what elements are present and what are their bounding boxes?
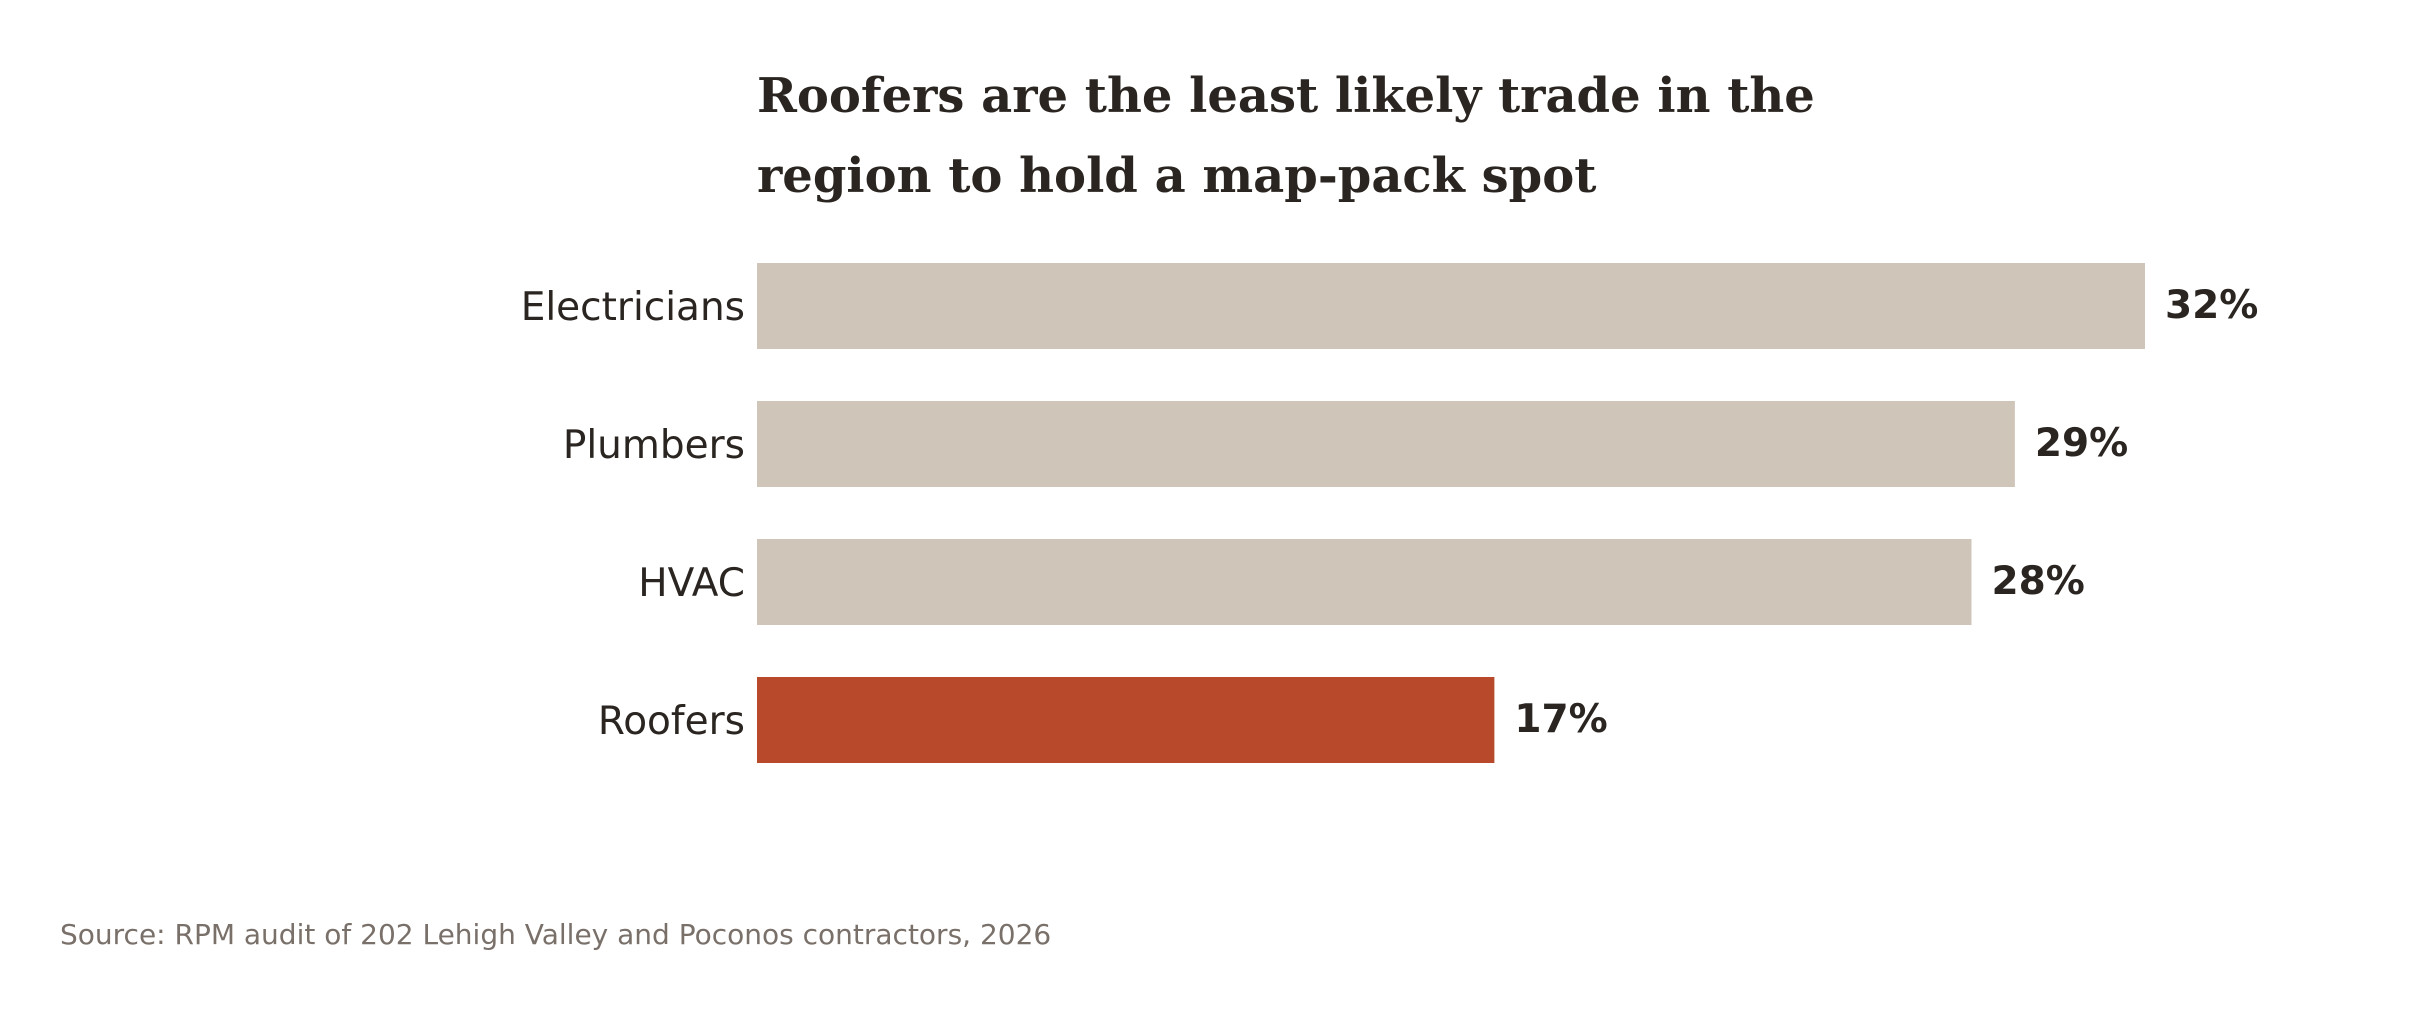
bar-row-electricians: Electricians 32% — [521, 263, 2258, 349]
category-label-hvac: HVAC — [638, 561, 745, 606]
value-label-roofers: 17% — [1514, 697, 1607, 742]
bar-row-roofers: Roofers 17% — [598, 677, 1608, 763]
chart-title-line-1: Roofers are the least likely trade in th… — [757, 68, 1815, 124]
bar-plumbers — [757, 401, 2015, 487]
source-note: Source: RPM audit of 202 Lehigh Valley a… — [60, 918, 1051, 951]
bar-electricians — [757, 263, 2145, 349]
bar-row-hvac: HVAC 28% — [638, 539, 2085, 625]
chart-title-line-2: region to hold a map-pack spot — [757, 148, 1596, 204]
category-label-electricians: Electricians — [521, 285, 745, 330]
bar-hvac — [757, 539, 1972, 625]
category-label-plumbers: Plumbers — [563, 423, 745, 468]
bar-row-plumbers: Plumbers 29% — [563, 401, 2128, 487]
value-label-electricians: 32% — [2165, 283, 2258, 328]
bars-layer: Electricians 32% Plumbers 29% HVAC 28% Roofers… — [521, 263, 2258, 763]
value-label-hvac: 28% — [1992, 559, 2085, 604]
bar-roofers — [757, 677, 1495, 763]
value-label-plumbers: 29% — [2035, 421, 2128, 466]
category-label-roofers: Roofers — [598, 699, 745, 744]
